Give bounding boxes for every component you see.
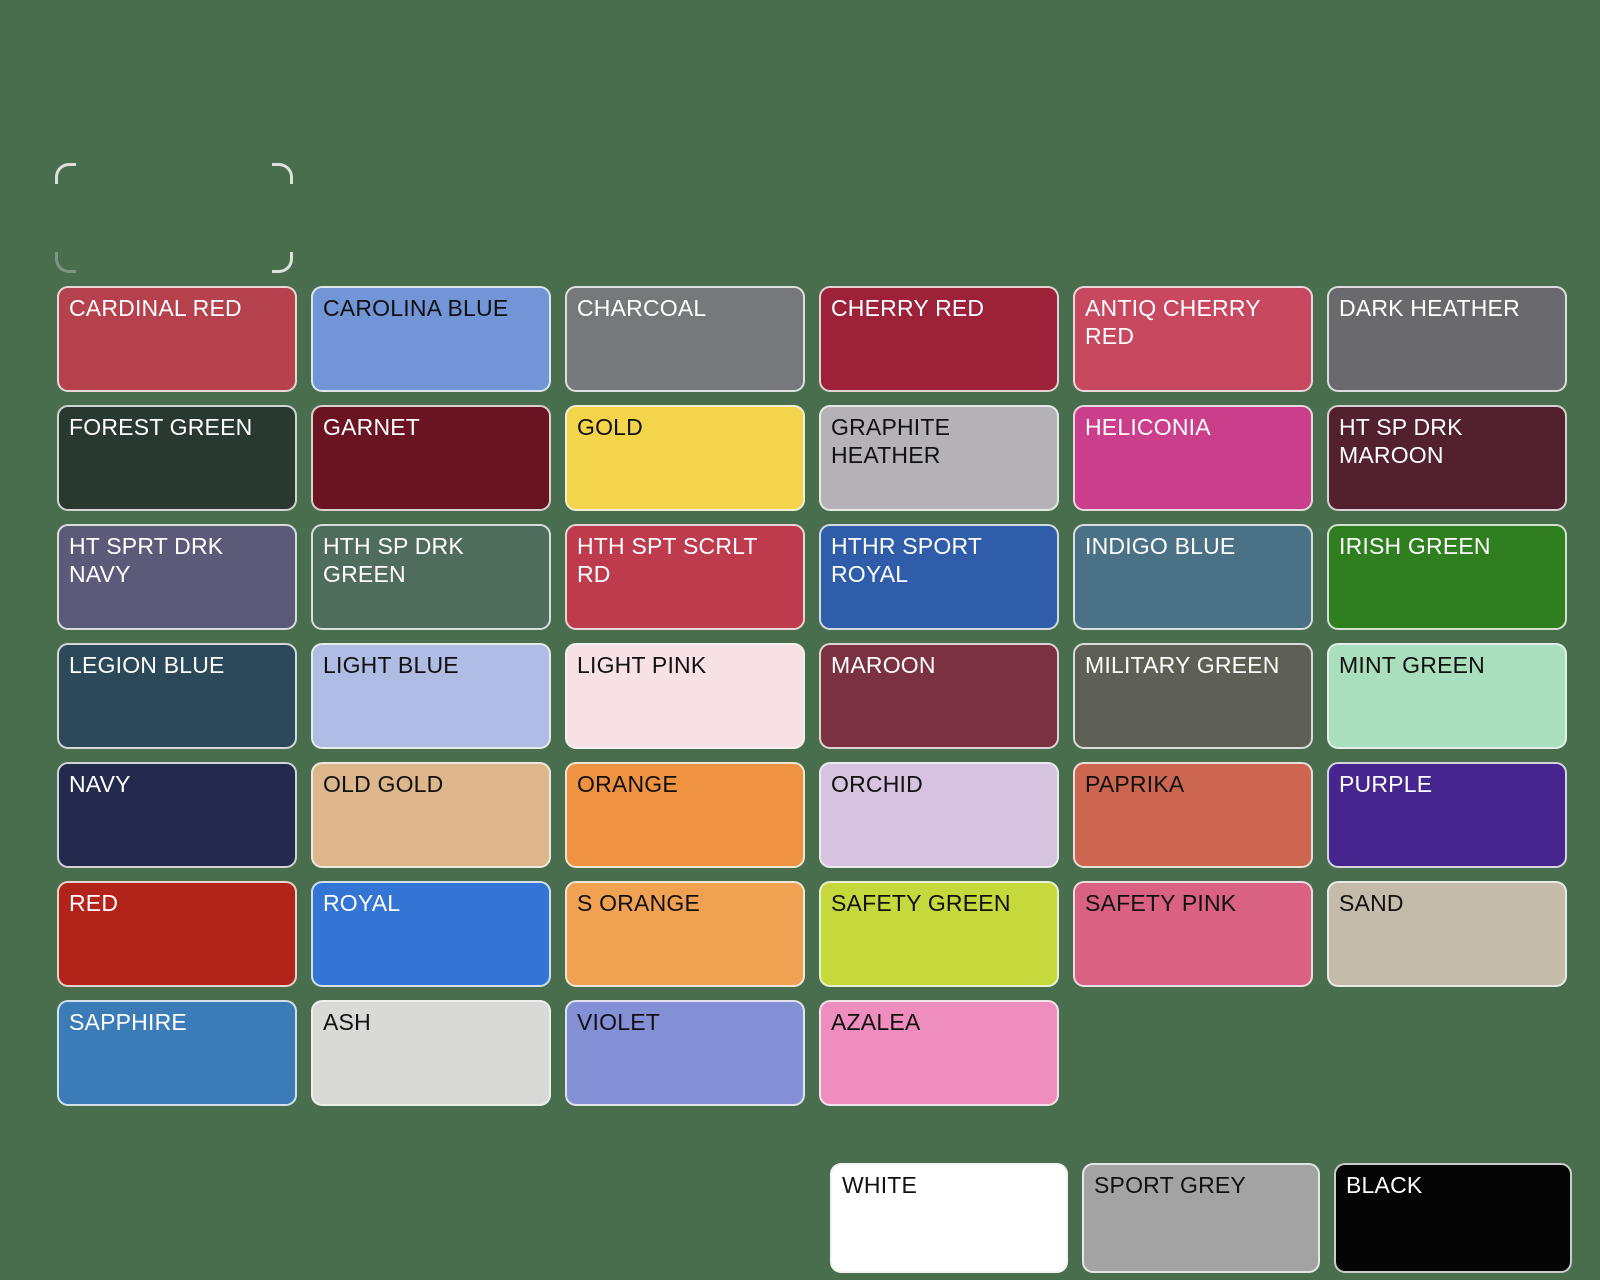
color-swatch-s-orange[interactable]: S ORANGE [565, 881, 805, 987]
color-swatch-label: S ORANGE [577, 890, 701, 916]
color-swatch-legion-blue[interactable]: LEGION BLUE [57, 643, 297, 749]
color-swatch-label: ORANGE [577, 771, 678, 797]
color-swatch-label: HT SP DRK MAROON [1339, 414, 1463, 468]
placeholder-corner-icon [55, 252, 76, 273]
color-swatch-sapphire[interactable]: SAPPHIRE [57, 1000, 297, 1106]
color-swatch-label: IRISH GREEN [1339, 533, 1491, 559]
color-swatch-label: ROYAL [323, 890, 401, 916]
color-swatch-label: MINT GREEN [1339, 652, 1485, 678]
color-swatch-label: MAROON [831, 652, 936, 678]
color-swatch-label: CHERRY RED [831, 295, 985, 321]
color-swatch-label: VIOLET [577, 1009, 661, 1035]
color-swatch-label: CAROLINA BLUE [323, 295, 509, 321]
color-swatch-label: GOLD [577, 414, 643, 440]
color-swatch-red[interactable]: RED [57, 881, 297, 987]
color-swatch-graphite-heather[interactable]: GRAPHITE HEATHER [819, 405, 1059, 511]
color-swatch-label: SPORT GREY [1094, 1172, 1246, 1198]
color-swatch-azalea[interactable]: AZALEA [819, 1000, 1059, 1106]
color-swatch-label: ORCHID [831, 771, 923, 797]
color-swatch-antiq-cherry-red[interactable]: ANTIQ CHERRY RED [1073, 286, 1313, 392]
color-swatch-military-green[interactable]: MILITARY GREEN [1073, 643, 1313, 749]
color-swatch-label: PAPRIKA [1085, 771, 1185, 797]
color-swatch-cherry-red[interactable]: CHERRY RED [819, 286, 1059, 392]
color-swatch-label: GRAPHITE HEATHER [831, 414, 951, 468]
color-swatch-carolina-blue[interactable]: CAROLINA BLUE [311, 286, 551, 392]
color-swatch-orchid[interactable]: ORCHID [819, 762, 1059, 868]
color-swatch-sport-grey[interactable]: SPORT GREY [1082, 1163, 1320, 1273]
color-swatch-hth-spt-scrlt-rd[interactable]: HTH SPT SCRLT RD [565, 524, 805, 630]
color-swatch-label: HTH SPT SCRLT RD [577, 533, 758, 587]
color-swatch-label: RED [69, 890, 119, 916]
color-swatch-royal[interactable]: ROYAL [311, 881, 551, 987]
color-swatch-label: OLD GOLD [323, 771, 444, 797]
color-swatch-label: PURPLE [1339, 771, 1433, 797]
color-swatch-purple[interactable]: PURPLE [1327, 762, 1567, 868]
color-swatch-cardinal-red[interactable]: CARDINAL RED [57, 286, 297, 392]
color-swatch-irish-green[interactable]: IRISH GREEN [1327, 524, 1567, 630]
color-swatch-label: SAFETY PINK [1085, 890, 1237, 916]
color-swatch-label: GARNET [323, 414, 421, 440]
empty-swatch-placeholder [55, 163, 293, 273]
color-swatch-label: BLACK [1346, 1172, 1423, 1198]
color-swatch-label: LIGHT BLUE [323, 652, 459, 678]
color-swatch-label: LIGHT PINK [577, 652, 707, 678]
color-swatch-hth-sp-drk-green[interactable]: HTH SP DRK GREEN [311, 524, 551, 630]
color-swatch-ht-sprt-drk-navy[interactable]: HT SPRT DRK NAVY [57, 524, 297, 630]
placeholder-corner-icon [55, 163, 76, 184]
color-swatch-light-pink[interactable]: LIGHT PINK [565, 643, 805, 749]
color-swatch-light-blue[interactable]: LIGHT BLUE [311, 643, 551, 749]
color-swatch-label: HTH SP DRK GREEN [323, 533, 464, 587]
color-swatch-label: HTHR SPORT ROYAL [831, 533, 982, 587]
color-swatch-label: CARDINAL RED [69, 295, 242, 321]
color-swatch-forest-green[interactable]: FOREST GREEN [57, 405, 297, 511]
color-swatch-label: INDIGO BLUE [1085, 533, 1236, 559]
color-swatch-ht-sp-drk-maroon[interactable]: HT SP DRK MAROON [1327, 405, 1567, 511]
color-swatch-label: WHITE [842, 1172, 918, 1198]
color-swatch-paprika[interactable]: PAPRIKA [1073, 762, 1313, 868]
color-swatch-label: MILITARY GREEN [1085, 652, 1280, 678]
color-swatch-label: AZALEA [831, 1009, 921, 1035]
color-swatch-sand[interactable]: SAND [1327, 881, 1567, 987]
color-swatch-navy[interactable]: NAVY [57, 762, 297, 868]
color-swatch-label: SAND [1339, 890, 1404, 916]
color-swatch-indigo-blue[interactable]: INDIGO BLUE [1073, 524, 1313, 630]
color-swatch-label: SAPPHIRE [69, 1009, 187, 1035]
color-swatch-mint-green[interactable]: MINT GREEN [1327, 643, 1567, 749]
placeholder-corner-icon [272, 163, 293, 184]
basic-colors-row: WHITE SPORT GREY BLACK [830, 1163, 1572, 1273]
color-swatch-hthr-sport-royal[interactable]: HTHR SPORT ROYAL [819, 524, 1059, 630]
color-swatch-label: DARK HEATHER [1339, 295, 1520, 321]
color-swatch-label: LEGION BLUE [69, 652, 225, 678]
color-swatch-old-gold[interactable]: OLD GOLD [311, 762, 551, 868]
color-swatch-orange[interactable]: ORANGE [565, 762, 805, 868]
color-swatch-label: FOREST GREEN [69, 414, 253, 440]
color-swatch-black[interactable]: BLACK [1334, 1163, 1572, 1273]
placeholder-corner-icon [272, 252, 293, 273]
color-swatch-label: NAVY [69, 771, 131, 797]
color-swatch-charcoal[interactable]: CHARCOAL [565, 286, 805, 392]
color-swatch-ash[interactable]: ASH [311, 1000, 551, 1106]
color-swatch-maroon[interactable]: MAROON [819, 643, 1059, 749]
color-swatch-grid: CARDINAL RED CAROLINA BLUE CHARCOAL CHERRY … [57, 286, 1567, 1106]
color-swatch-label: HELICONIA [1085, 414, 1211, 440]
color-swatch-label: CHARCOAL [577, 295, 707, 321]
color-swatch-label: ASH [323, 1009, 371, 1035]
color-swatch-label: HT SPRT DRK NAVY [69, 533, 224, 587]
color-swatch-gold[interactable]: GOLD [565, 405, 805, 511]
color-swatch-violet[interactable]: VIOLET [565, 1000, 805, 1106]
color-swatch-label: SAFETY GREEN [831, 890, 1011, 916]
color-swatch-white[interactable]: WHITE [830, 1163, 1068, 1273]
color-swatch-safety-pink[interactable]: SAFETY PINK [1073, 881, 1313, 987]
color-swatch-dark-heather[interactable]: DARK HEATHER [1327, 286, 1567, 392]
color-swatch-heliconia[interactable]: HELICONIA [1073, 405, 1313, 511]
color-swatch-garnet[interactable]: GARNET [311, 405, 551, 511]
color-swatch-label: ANTIQ CHERRY RED [1085, 295, 1261, 349]
color-swatch-safety-green[interactable]: SAFETY GREEN [819, 881, 1059, 987]
